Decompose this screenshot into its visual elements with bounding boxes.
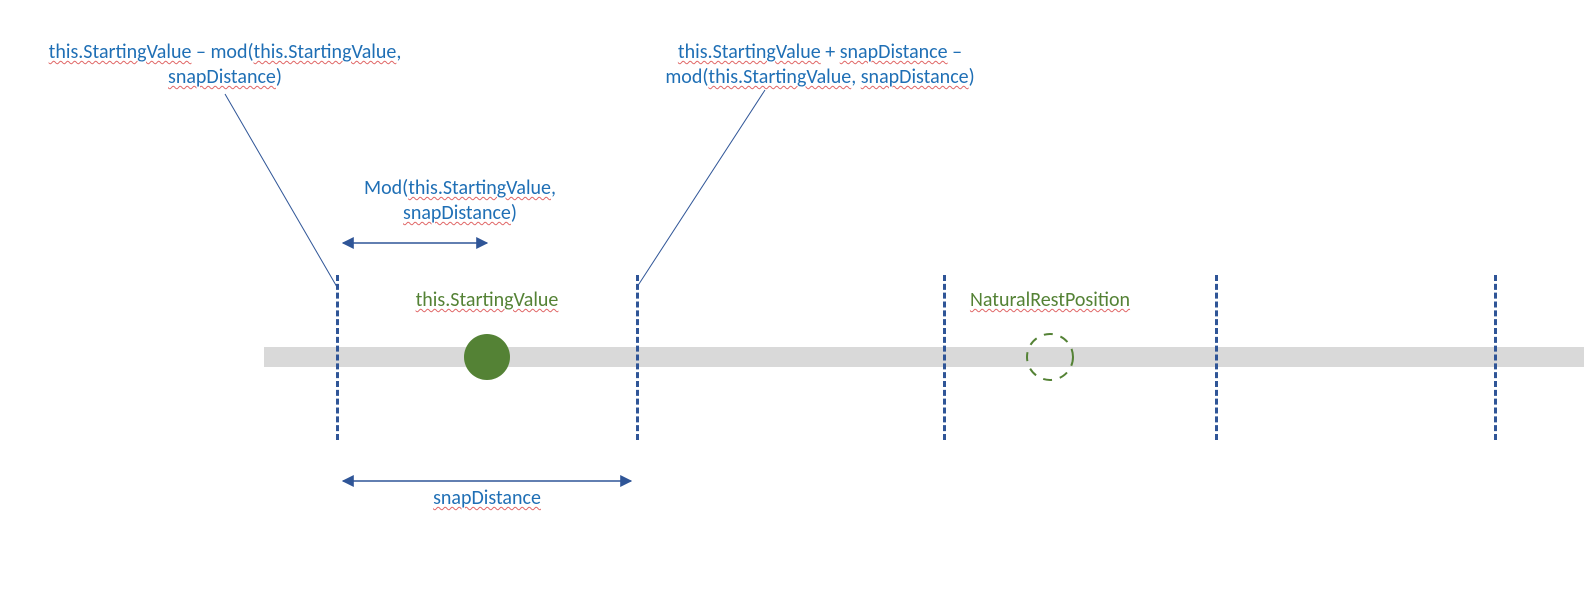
diagram-stage: this.StartingValue – mod(this.StartingVa… xyxy=(0,0,1584,597)
number-line-track xyxy=(264,347,1584,367)
connector-right xyxy=(637,90,765,287)
snap-tick-3 xyxy=(1215,275,1218,440)
snap-tick-2 xyxy=(943,275,946,440)
label-mod: Mod(this.StartingValue, snapDistance) xyxy=(364,176,556,226)
snap-tick-0 xyxy=(336,275,339,440)
snap-tick-1 xyxy=(636,275,639,440)
label-starting-value: this.StartingValue xyxy=(416,288,559,313)
snap-tick-4 xyxy=(1494,275,1497,440)
connector-left xyxy=(225,94,337,287)
label-natural-rest: NaturalRestPosition xyxy=(970,288,1130,313)
label-top-right: this.StartingValue + snapDistance – mod(… xyxy=(665,40,974,90)
label-snap-distance: snapDistance xyxy=(433,486,541,511)
label-top-left: this.StartingValue – mod(this.StartingVa… xyxy=(49,40,402,90)
